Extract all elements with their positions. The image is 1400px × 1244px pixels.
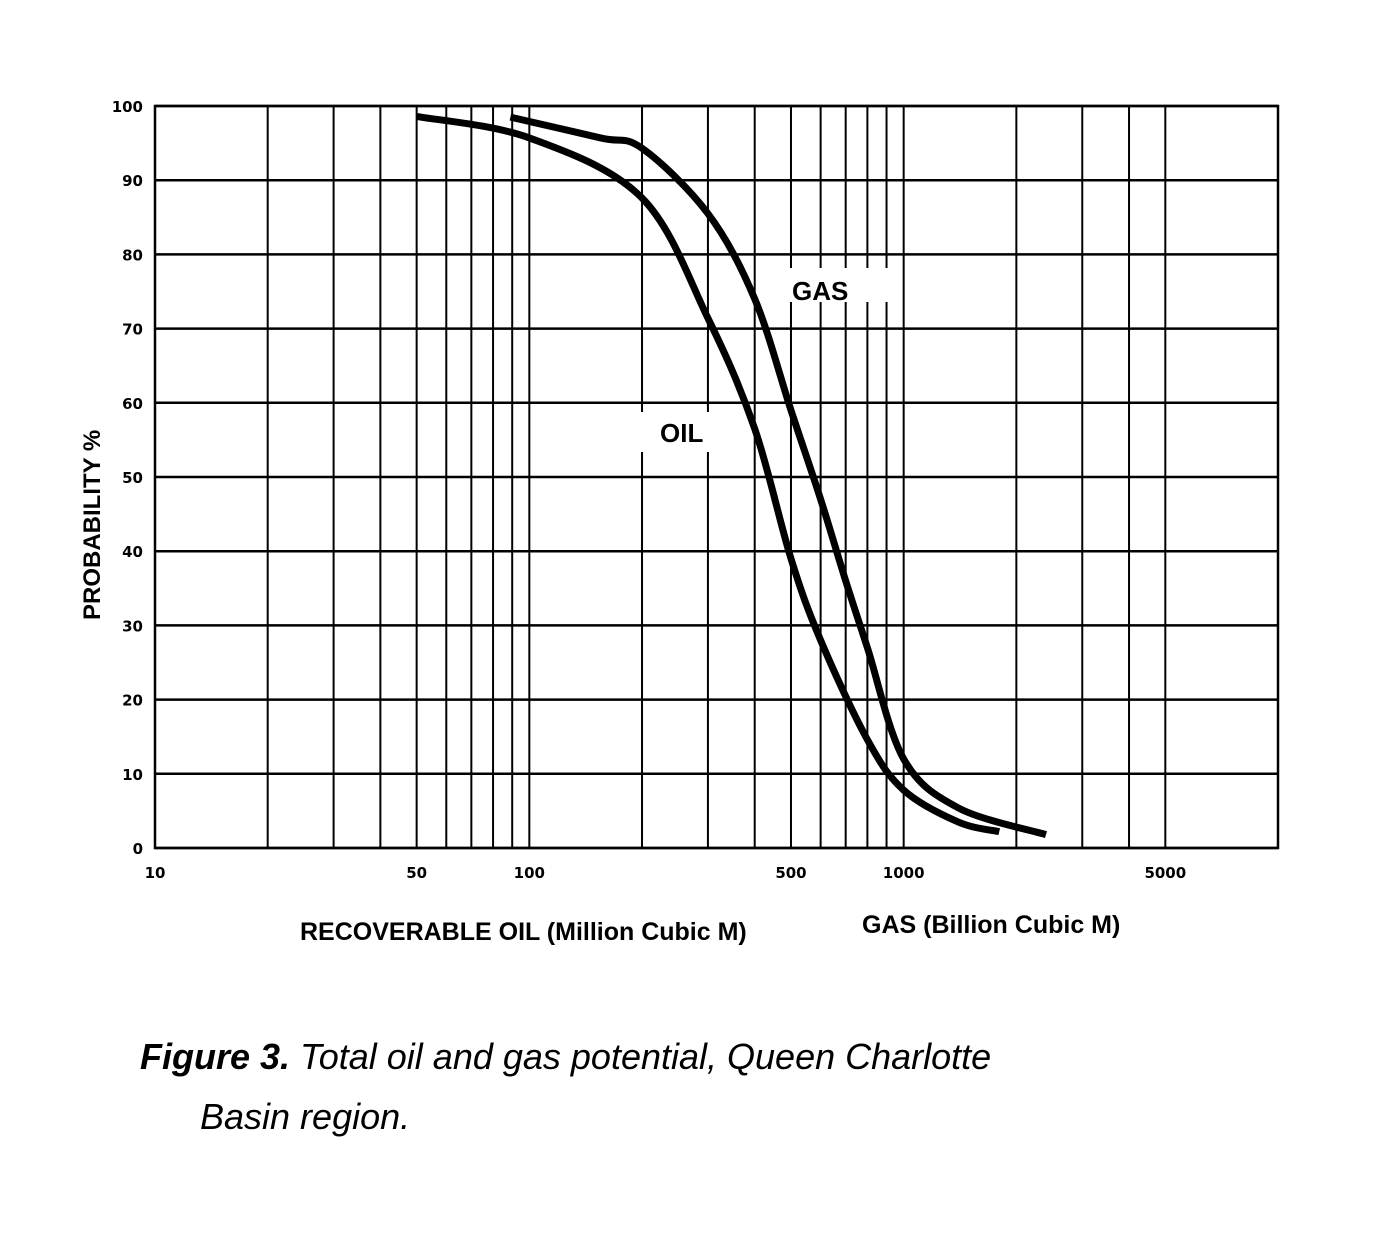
- y-tick-label: 10: [122, 766, 143, 784]
- x-axis-label-gas: GAS (Billion Cubic M): [862, 911, 1120, 939]
- y-tick-label: 70: [122, 321, 143, 339]
- oil-label-bg: [636, 412, 716, 452]
- y-tick-label: 40: [122, 543, 143, 561]
- y-tick-label: 90: [122, 172, 143, 190]
- series-label-oil: OIL: [660, 418, 703, 448]
- y-tick-labels: 0 10 20 30 40 50 60 70 80 90 100: [112, 98, 143, 858]
- x-tick-label: 50: [406, 864, 427, 882]
- y-tick-label: 30: [122, 617, 143, 635]
- x-tick-labels: 10 50 100 500 1000 5000: [145, 864, 1187, 882]
- gas-label-bg: [782, 268, 902, 302]
- x-tick-label: 1000: [883, 864, 925, 882]
- y-tick-label: 60: [122, 395, 143, 413]
- plot-border: [153, 104, 1280, 850]
- caption-line-2: Basin region.: [200, 1096, 411, 1137]
- y-axis-label: PROBABILITY %: [79, 430, 106, 620]
- curves: [415, 112, 1048, 839]
- figure-caption: Figure 3. Total oil and gas potential, Q…: [140, 1036, 991, 1078]
- figure-number: Figure 3.: [140, 1036, 291, 1077]
- x-tick-label: 5000: [1144, 864, 1186, 882]
- caption-line-1: Total oil and gas potential, Queen Charl…: [300, 1036, 992, 1077]
- grid: [153, 104, 1280, 850]
- x-axis-label-oil: RECOVERABLE OIL (Million Cubic M): [300, 918, 747, 946]
- x-tick-label: 100: [514, 864, 545, 882]
- x-tick-label: 10: [145, 864, 166, 882]
- y-tick-label: 0: [133, 840, 143, 858]
- y-tick-label: 80: [122, 246, 143, 264]
- series-label-gas: GAS: [792, 276, 848, 306]
- y-tick-label: 50: [122, 469, 143, 487]
- x-tick-label: 500: [775, 864, 806, 882]
- series-line-gas: [509, 113, 1048, 839]
- y-tick-label: 100: [112, 98, 143, 116]
- series-line-oil: [415, 112, 1001, 836]
- y-tick-label: 20: [122, 692, 143, 710]
